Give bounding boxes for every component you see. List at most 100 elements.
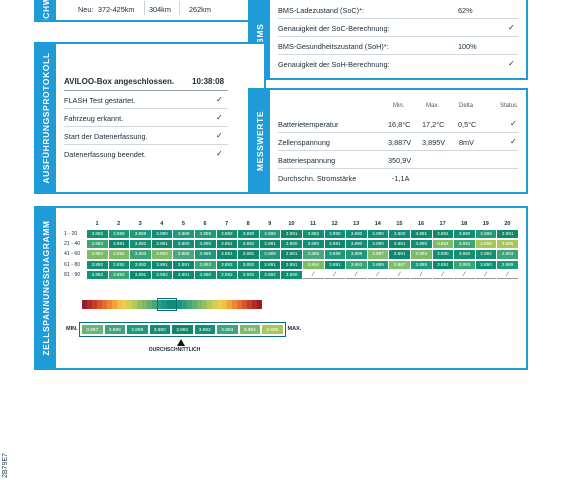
document-code: 2B79E7	[2, 453, 9, 478]
scale-segment	[192, 300, 197, 309]
voltage-cell: 3.893	[87, 240, 108, 249]
measure-current-min: -1,1A	[392, 174, 410, 183]
voltage-cell: 3.892	[259, 270, 281, 279]
bms-soh-accuracy-label: Genauigkeit der SoH-Berechnung:	[278, 60, 390, 69]
voltage-cell: 3.892	[87, 230, 108, 239]
scale-segment	[127, 300, 132, 309]
bms-soh-accuracy-check: ✓	[508, 59, 515, 68]
voltage-cell: ⁄	[303, 270, 324, 279]
scale-segment	[197, 300, 202, 309]
voltage-cell: 3.891	[108, 240, 130, 249]
voltage-cell: 3.893	[497, 250, 518, 259]
cell-voltage-side-bar: ZELLSPANNUNGSDIAGRAMM	[36, 208, 56, 368]
legend-min-label: MIN.	[66, 326, 78, 332]
voltage-cell: 3.891	[281, 260, 302, 269]
voltage-cell: 3.889	[475, 230, 497, 239]
column-header: 3	[138, 221, 142, 227]
scale-segment	[162, 300, 167, 309]
bms-soh-label: BMS-Gesundheitszustand (SoH)*:	[278, 42, 389, 51]
bms-soh-value: 100%	[458, 42, 477, 51]
voltage-cell: 3.890	[151, 230, 173, 239]
measure-header-min: Min.	[393, 103, 405, 109]
voltage-cell: 3.892	[216, 260, 238, 269]
scale-segment	[167, 300, 172, 309]
voltage-cell: 3.890	[303, 240, 324, 249]
voltage-cell: 3.891	[151, 240, 173, 249]
measurements-side-bar: MESSWERTE	[250, 90, 270, 192]
scale-segment	[202, 300, 207, 309]
voltage-cell: 3.890	[195, 270, 216, 279]
range-card: REICHWEITE Neu: 372-425km 304km 262km	[34, 0, 266, 22]
column-header: 7	[225, 221, 229, 227]
scale-segment	[217, 300, 222, 309]
voltage-cell: 3.889	[195, 230, 216, 239]
scale-segment	[182, 300, 187, 309]
scale-segment	[257, 300, 262, 309]
voltage-cell: 3.890	[173, 240, 194, 249]
measure-header-delta: Delta	[459, 103, 474, 109]
column-header: 18	[461, 221, 468, 227]
voltage-cell: 3.891	[259, 240, 281, 249]
voltage-cell: 3.890	[195, 240, 216, 249]
protocol-step-3-check: ✓	[216, 131, 223, 140]
scale-segment	[137, 300, 142, 309]
voltage-cell: 3.890	[454, 230, 475, 239]
measurements-card: MESSWERTE Min. Max. Delta Status Batteri…	[248, 88, 528, 194]
cell-voltage-grid: 1 2 3 4 5 6 7 8 9 10 11 12 13 14 15 16 17 18 19 20 1 - 20 3.8…	[36, 208, 526, 368]
voltage-cell: 3.890	[346, 230, 367, 239]
legend-value: 3.887	[81, 324, 104, 335]
scale-segment	[132, 300, 137, 309]
legend-frame	[79, 322, 286, 337]
row-label: 21 - 40	[64, 241, 81, 248]
scale-segment	[177, 300, 182, 309]
range-value-3: 262km	[189, 5, 211, 14]
column-header: 1	[95, 221, 99, 227]
voltage-cell: 3.889	[497, 260, 518, 269]
range-value-new: 372-425km	[98, 5, 135, 14]
row-label: 81 - 90	[64, 271, 81, 278]
voltage-cell: 3.891	[259, 260, 281, 269]
voltage-cell: 3.890	[324, 230, 346, 239]
voltage-cell: 3.892	[238, 240, 259, 249]
cell-voltage-card: ZELLSPANNUNGSDIAGRAMM 1 2 3 4 5 6 7 8 9 10 11 12 13 1…	[34, 206, 528, 370]
protocol-step-4-check: ✓	[216, 149, 223, 158]
voltage-cell: 3.891	[432, 230, 454, 239]
bms-card: BMS BMS-Ladezustand (SoC)*: 62% Genauigk…	[248, 0, 528, 80]
scale-segment	[247, 300, 252, 309]
legend-value: 3.891	[171, 324, 194, 335]
voltage-cell: 3.892	[454, 250, 475, 259]
voltage-cell: ⁄	[389, 270, 410, 279]
measure-temp-delta: 0,5°C	[458, 120, 477, 129]
bms-soc-label: BMS-Ladezustand (SoC)*:	[278, 6, 364, 15]
voltage-cell: 3.891	[216, 250, 238, 259]
legend-value: 3.893	[216, 324, 239, 335]
scale-segment	[252, 300, 257, 309]
voltage-cell: 3.889	[173, 230, 194, 239]
voltage-cell: 3.889	[411, 260, 432, 269]
row-label: 1 - 20	[64, 231, 78, 237]
voltage-cell: 3.892	[475, 250, 497, 259]
scale-segment	[117, 300, 122, 309]
voltage-cell: 3.891	[173, 260, 194, 269]
column-header: 13	[353, 221, 360, 227]
voltage-cell: ⁄	[475, 270, 497, 279]
voltage-cell: 3.893	[130, 250, 151, 259]
measure-cell-voltage-delta: 8mV	[459, 138, 475, 147]
average-marker-icon	[177, 339, 185, 346]
protocol-step-4: Datenerfassung beendet.	[64, 150, 146, 159]
scale-segment	[237, 300, 242, 309]
voltage-cell: 3.890	[281, 240, 302, 249]
bms-soc-accuracy-check: ✓	[508, 23, 515, 32]
voltage-cell: 3.893	[195, 260, 216, 269]
voltage-cell: 3.888	[173, 250, 194, 259]
voltage-cell: 3.891	[238, 250, 259, 259]
voltage-cell: 3.895	[497, 240, 518, 249]
voltage-cell: 3.890	[238, 230, 259, 239]
measure-battery-voltage-min: 350,9V	[388, 156, 412, 165]
protocol-step-1: FLASH Test gestartet.	[64, 96, 136, 105]
voltage-cell: ⁄	[367, 270, 389, 279]
protocol-time: 10:38:08	[192, 77, 225, 86]
bms-soc-value: 62%	[458, 6, 473, 15]
legend-value: 3.889	[126, 324, 149, 335]
protocol-step-1-check: ✓	[216, 95, 223, 104]
